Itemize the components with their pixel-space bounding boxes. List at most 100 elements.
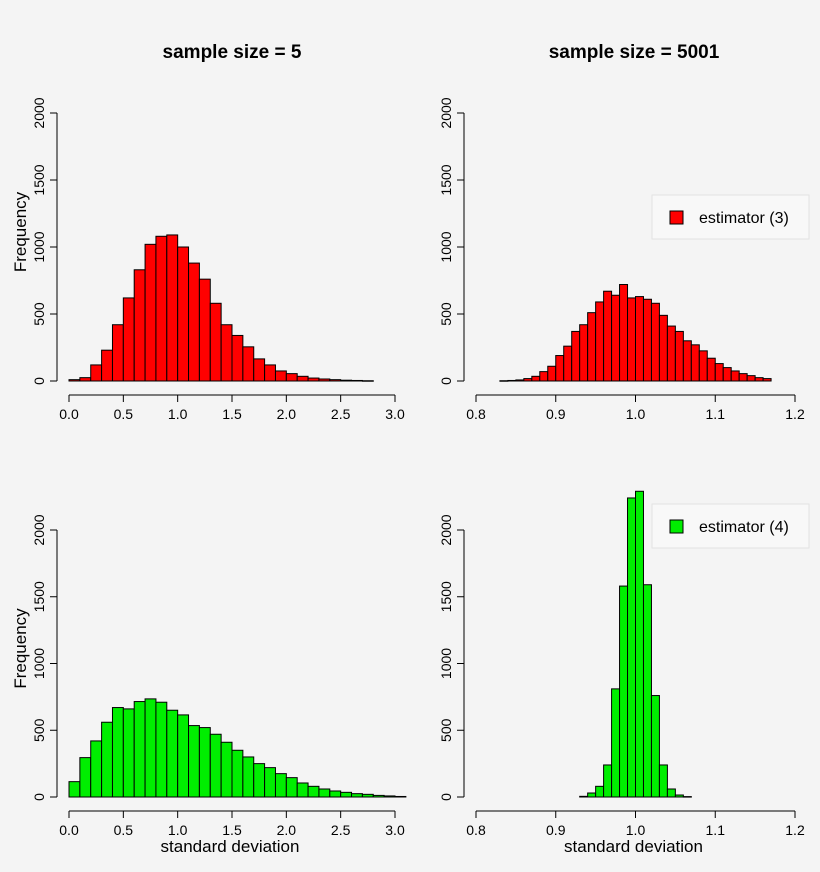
y-tick-label: 1000	[438, 231, 454, 262]
x-tick-label: 1.0	[626, 822, 646, 838]
histogram-bar	[611, 688, 621, 798]
histogram-bar	[242, 756, 255, 798]
histogram-bar	[619, 585, 629, 798]
histogram-bar	[361, 380, 374, 382]
histogram-bar	[587, 792, 597, 798]
histogram-bar	[555, 355, 565, 382]
histogram-bar	[658, 314, 668, 382]
x-tick-label: 0.8	[466, 406, 486, 422]
legend: estimator (4)	[651, 503, 810, 549]
histogram-bar	[595, 785, 605, 798]
x-tick-label: 1.1	[706, 406, 726, 422]
histogram-bar	[571, 330, 581, 382]
panel-2: 0.8 0.9 1.0 1.1 1.2 0 500 1000 1500 2000 sample si…	[438, 42, 810, 422]
histogram-bar	[730, 370, 740, 382]
histogram-bar	[351, 379, 363, 382]
y-tick-label: 1000	[31, 648, 47, 679]
x-tick-label: 1.0	[168, 822, 188, 838]
histogram-bar	[642, 298, 652, 382]
y-tick-label: 1500	[31, 581, 47, 612]
histogram-bar	[274, 370, 287, 382]
histogram-bar	[658, 764, 668, 798]
x-tick-label: 0.5	[114, 406, 134, 422]
histogram-bar	[507, 379, 517, 382]
histogram-bar	[198, 727, 211, 798]
histogram-bar	[111, 324, 124, 382]
legend-swatch	[669, 210, 684, 225]
histogram-bar	[682, 796, 692, 798]
histogram-bar	[539, 371, 549, 382]
histogram-bar	[188, 725, 200, 798]
histogram-bar	[754, 377, 764, 382]
x-tick-label: 1.5	[222, 822, 242, 838]
x-axis-title: standard deviation	[564, 837, 703, 856]
histogram-bar	[253, 763, 266, 798]
histogram-bar	[122, 708, 135, 798]
histogram-bar	[587, 312, 597, 382]
histogram-bar	[666, 788, 676, 798]
histogram-bar	[79, 377, 92, 382]
histogram-bar	[394, 795, 407, 798]
histogram-bar	[274, 773, 287, 798]
histogram-bar	[635, 490, 644, 798]
y-axis-title: Frequency	[11, 191, 30, 272]
x-tick-label: 1.0	[626, 406, 646, 422]
legend-label: estimator (3)	[699, 210, 789, 227]
histogram-bar	[706, 357, 716, 382]
y-tick-label: 1500	[438, 164, 454, 195]
histogram-bar	[674, 330, 684, 382]
histogram-bar	[318, 378, 331, 382]
histogram-bar	[666, 325, 676, 382]
histogram-bar	[264, 767, 276, 798]
histogram-bar	[111, 707, 124, 798]
histogram-bar	[682, 340, 692, 382]
histogram-bar	[531, 375, 541, 382]
histogram-bar	[166, 234, 179, 382]
histogram-bar	[642, 584, 652, 798]
histogram-bar	[122, 297, 135, 382]
histogram-bar	[79, 757, 92, 798]
y-tick-label: 1500	[438, 581, 454, 612]
histogram-bar	[603, 290, 613, 382]
histogram-bar	[351, 793, 363, 798]
histogram-bar	[264, 364, 276, 382]
x-tick-label: 2.0	[277, 406, 297, 422]
histogram-bar	[340, 379, 353, 382]
histogram-bar	[101, 349, 113, 382]
x-tick-label: 1.0	[168, 406, 188, 422]
x-tick-label: 0.8	[466, 822, 486, 838]
x-tick-label: 2.5	[331, 406, 351, 422]
histogram-bar	[714, 363, 724, 382]
y-tick-label: 1000	[438, 648, 454, 679]
x-tick-label: 0.9	[546, 406, 566, 422]
histogram-bar	[133, 269, 146, 382]
y-tick-label: 0	[438, 793, 454, 801]
histogram-bar	[595, 301, 605, 382]
histogram-bar	[523, 378, 533, 382]
histogram-bar	[198, 278, 211, 382]
histogram-bar	[515, 379, 525, 382]
x-tick-label: 0.5	[114, 822, 134, 838]
histogram-bar	[579, 795, 589, 798]
histogram-bar	[722, 367, 732, 382]
y-tick-label: 2000	[31, 514, 47, 545]
x-tick-label: 2.5	[331, 822, 351, 838]
histogram-bar	[68, 781, 81, 798]
histogram-bar	[285, 373, 298, 382]
panel-1: 0.0 0.5 1.0 1.5 2.0 2.5 3.0 0 500 1000 1500 2000 sam…	[11, 42, 405, 422]
x-tick-label: 1.1	[706, 822, 726, 838]
histogram-bar	[188, 262, 200, 382]
histogram-bar	[155, 701, 168, 798]
histogram-bar	[563, 345, 573, 382]
panel-title: sample size = 5001	[549, 42, 720, 63]
histogram-bar	[318, 788, 331, 798]
histogram-bar	[144, 698, 157, 798]
histogram-bar	[329, 790, 342, 798]
histogram-bar	[690, 344, 700, 382]
histogram-bar	[499, 380, 509, 382]
histogram-bar	[177, 246, 190, 382]
y-tick-label: 0	[31, 377, 47, 385]
histogram-bar	[144, 243, 157, 382]
histogram-bar	[738, 373, 748, 382]
